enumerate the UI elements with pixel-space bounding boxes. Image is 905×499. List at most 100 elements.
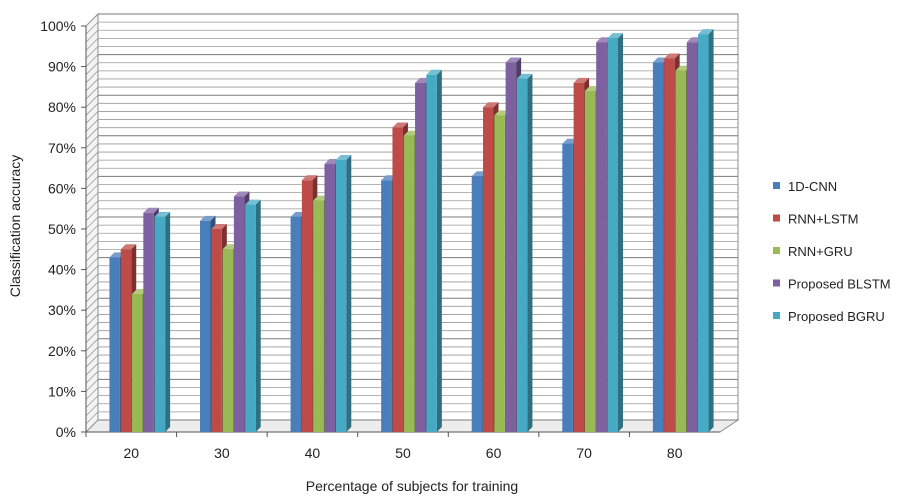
gridline-side [85,70,99,84]
gridline-side [85,167,99,181]
bar-side [346,154,352,433]
bar-front [143,212,154,432]
y-tick-labels: 0% 10% 20% 30% 40% 50% 60% 70% 80% 90% 100% [40,18,76,440]
gridline-side [85,135,99,149]
gridline-side [85,362,99,376]
bar-side [617,33,623,433]
legend-item: RNN+LSTM [773,212,858,227]
gridline-side [85,94,99,108]
y-tick-label: 70% [48,140,76,156]
gridline-side [85,322,99,335]
gridline-side [85,86,99,100]
bar [245,199,261,432]
bar-front [222,249,234,432]
legend-item: Proposed BLSTM [773,277,891,292]
bar-top [143,207,159,213]
bar-front [290,216,302,432]
gridline-side [85,249,99,262]
gridline-side [85,216,99,230]
bar-front [607,38,618,433]
gridline-side [85,224,99,238]
bar [154,211,171,432]
bar-front [471,176,483,432]
y-tick-label: 40% [48,262,76,278]
gridline-side [85,38,99,51]
bar-front [573,82,585,432]
gridline-side [85,46,99,59]
y-tick-label: 50% [48,221,76,237]
y-tick-label: 100% [40,18,76,34]
y-tick-label: 30% [48,302,76,318]
gridline-side [85,13,99,27]
gridline-side [85,297,99,311]
bar-front [675,70,686,432]
bar-front [301,180,313,432]
x-tick-labels: 20 30 40 50 60 70 80 [123,445,682,461]
y-tick-label: 0% [56,424,76,440]
bar-top [698,29,714,35]
gridline-side [85,200,99,214]
bar-front [664,58,675,432]
bar-top [120,244,137,250]
gridline-side [85,29,99,43]
bar-front [154,216,166,432]
bar-side [436,69,442,432]
gridline-side [85,379,99,392]
bar-front [426,74,437,432]
gridline-side [85,306,99,319]
bar-front [120,249,132,432]
bar-front [392,127,403,432]
y-tick-label: 80% [48,99,76,115]
bar-front [233,196,245,432]
gridline-side [85,192,99,205]
y-tick-label: 10% [48,383,76,399]
bar-front [516,78,528,432]
gridline-side [85,346,99,360]
gridline-side [85,281,99,295]
bar [607,33,623,433]
bar-front [596,42,607,433]
bar-front [403,135,415,432]
bar [335,154,352,433]
bar-side [527,73,533,432]
gridline-side [85,411,99,425]
bar-side [255,199,261,432]
gridline-side [85,330,99,343]
x-tick-label: 80 [667,445,683,461]
gridline-side [85,111,99,124]
bar-front [245,204,256,432]
legend-swatch [773,312,780,319]
legend-swatch [773,182,780,189]
y-axis-title: Classification accuracy [7,155,23,297]
legend-item: 1D-CNN [773,179,837,194]
legend-label: Proposed BLSTM [788,277,891,292]
legend-label: RNN+LSTM [788,212,858,227]
bar-top [426,69,442,75]
gridline-side [85,151,99,165]
gridline-side [85,78,99,92]
bar-top [573,77,590,83]
bar-front [109,257,120,432]
bar-top [200,215,216,221]
legend: 1D-CNN RNN+LSTM RNN+GRU Proposed BLSTM Propo… [773,179,891,324]
legend-item: RNN+GRU [773,244,853,259]
bar-top [483,102,499,108]
legend-label: RNN+GRU [788,244,853,259]
gridline-side [85,21,99,35]
bar-top [245,199,261,205]
gridline-side [85,184,99,197]
y-tick-label: 90% [48,59,76,75]
legend-label: 1D-CNN [788,179,837,194]
bar-top [505,57,522,63]
gridline-side [85,103,99,116]
x-tick-label: 70 [576,445,592,461]
bar-top [607,33,623,39]
gridline-side [85,387,99,400]
y-tick-label: 60% [48,180,76,196]
bar-front [652,62,664,432]
x-tick-label: 30 [214,445,230,461]
gridline-side [85,354,99,368]
gridline-side [85,176,99,189]
gridline-side [85,314,99,327]
